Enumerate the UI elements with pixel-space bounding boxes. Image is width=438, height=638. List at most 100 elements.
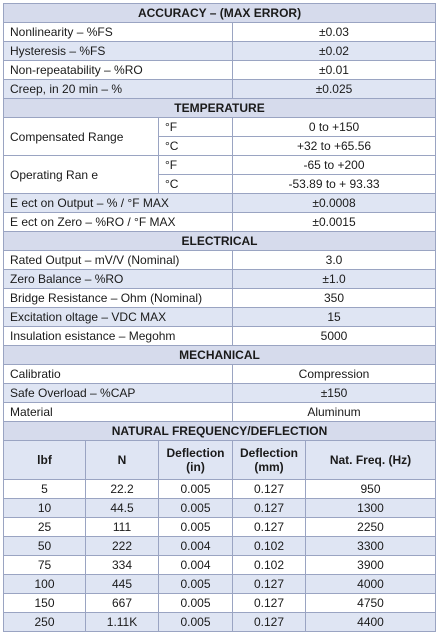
spec-row: Bridge Resistance – Ohm (Nominal) 350 bbox=[3, 288, 437, 308]
table-row: 150 667 0.005 0.127 4750 bbox=[3, 593, 437, 613]
cell-n: 667 bbox=[85, 593, 159, 613]
spec-row: Nonlinearity – %FS ±0.03 bbox=[3, 22, 437, 42]
column-header-nat-freq: Nat. Freq. (Hz) bbox=[304, 440, 437, 480]
cell-lbf: 50 bbox=[3, 536, 86, 556]
mechanical-header-row: MECHANICAL bbox=[2, 345, 437, 365]
cell-deflection-mm: 0.127 bbox=[232, 593, 306, 613]
compensated-value-f: 0 to +150 bbox=[231, 117, 437, 137]
spec-row: Excitation oltage – VDC MAX 15 bbox=[3, 307, 437, 327]
operating-value-c: -53.89 to + 93.33 bbox=[231, 174, 437, 194]
frequency-column-headers: lbf N Deflection (in) Deflection (mm) Na… bbox=[3, 440, 437, 480]
spec-value: Compression bbox=[231, 364, 437, 384]
accuracy-title: ACCURACY – (MAX ERROR) bbox=[2, 3, 437, 23]
spec-value: ±0.0015 bbox=[231, 212, 437, 232]
cell-n: 1.11K bbox=[85, 612, 159, 632]
spec-row: Insulation esistance – Megohm 5000 bbox=[3, 326, 437, 346]
spec-row: Material Aluminum bbox=[3, 402, 437, 422]
cell-lbf: 100 bbox=[3, 574, 86, 594]
unit-celsius: °C bbox=[158, 136, 233, 156]
temp-row: °C +32 to +65.56 bbox=[4, 136, 437, 156]
spec-label: Non-repeatability – %RO bbox=[3, 60, 233, 80]
unit-fahrenheit: °F bbox=[158, 117, 233, 137]
cell-n: 44.5 bbox=[85, 498, 159, 518]
spec-row: Creep, in 20 min – % ±0.025 bbox=[3, 79, 437, 99]
column-header-deflection-in: Deflection (in) bbox=[158, 440, 233, 480]
spec-value: ±0.02 bbox=[231, 41, 437, 61]
spec-label: Safe Overload – %CAP bbox=[3, 383, 233, 403]
spec-value: 5000 bbox=[231, 326, 437, 346]
spec-value: 350 bbox=[231, 288, 437, 308]
electrical-title: ELECTRICAL bbox=[2, 231, 437, 251]
cell-deflection-in: 0.005 bbox=[158, 593, 233, 613]
cell-nat-freq: 950 bbox=[304, 479, 437, 499]
compensated-value-c: +32 to +65.56 bbox=[231, 136, 437, 156]
cell-deflection-in: 0.004 bbox=[158, 555, 233, 575]
spec-row: Safe Overload – %CAP ±150 bbox=[3, 383, 437, 403]
cell-nat-freq: 4000 bbox=[304, 574, 437, 594]
unit-celsius: °C bbox=[158, 174, 233, 194]
unit-fahrenheit: °F bbox=[158, 155, 233, 175]
cell-deflection-mm: 0.127 bbox=[232, 612, 306, 632]
spec-table: ACCURACY – (MAX ERROR) Nonlinearity – %F… bbox=[2, 3, 437, 632]
temperature-header-row: TEMPERATURE bbox=[2, 98, 437, 118]
table-row: 75 334 0.004 0.102 3900 bbox=[3, 555, 437, 575]
cell-lbf: 250 bbox=[3, 612, 86, 632]
cell-deflection-in: 0.004 bbox=[158, 536, 233, 556]
spec-row: E ect on Output – % / °F MAX ±0.0008 bbox=[3, 193, 437, 213]
cell-deflection-in: 0.005 bbox=[158, 612, 233, 632]
cell-n: 222 bbox=[85, 536, 159, 556]
operating-value-f: -65 to +200 bbox=[231, 155, 437, 175]
cell-deflection-mm: 0.102 bbox=[232, 555, 306, 575]
cell-deflection-in: 0.005 bbox=[158, 517, 233, 537]
spec-row: Calibratio Compression bbox=[3, 364, 437, 384]
temp-row: °C -53.89 to + 93.33 bbox=[4, 174, 437, 194]
spec-label: Bridge Resistance – Ohm (Nominal) bbox=[3, 288, 233, 308]
spec-value: 3.0 bbox=[231, 250, 437, 270]
spec-label: Creep, in 20 min – % bbox=[3, 79, 233, 99]
spec-value: ±150 bbox=[231, 383, 437, 403]
column-header-n: N bbox=[85, 440, 159, 480]
cell-lbf: 75 bbox=[3, 555, 86, 575]
cell-n: 111 bbox=[85, 517, 159, 537]
table-row: 10 44.5 0.005 0.127 1300 bbox=[3, 498, 437, 518]
cell-deflection-mm: 0.127 bbox=[232, 498, 306, 518]
frequency-title: NATURAL FREQUENCY/DEFLECTION bbox=[2, 421, 437, 441]
cell-deflection-mm: 0.127 bbox=[232, 517, 306, 537]
cell-nat-freq: 1300 bbox=[304, 498, 437, 518]
spec-label: Rated Output – mV/V (Nominal) bbox=[3, 250, 233, 270]
mechanical-title: MECHANICAL bbox=[2, 345, 437, 365]
cell-n: 22.2 bbox=[85, 479, 159, 499]
table-row: 5 22.2 0.005 0.127 950 bbox=[3, 479, 437, 499]
table-row: 250 1.11K 0.005 0.127 4400 bbox=[3, 612, 437, 632]
spec-label: Material bbox=[3, 402, 233, 422]
spec-label: E ect on Output – % / °F MAX bbox=[3, 193, 233, 213]
cell-lbf: 10 bbox=[3, 498, 86, 518]
table-row: 25 111 0.005 0.127 2250 bbox=[3, 517, 437, 537]
spec-value: ±0.03 bbox=[231, 22, 437, 42]
cell-deflection-mm: 0.127 bbox=[232, 479, 306, 499]
table-row: 100 445 0.005 0.127 4000 bbox=[3, 574, 437, 594]
cell-n: 445 bbox=[85, 574, 159, 594]
spec-label: Nonlinearity – %FS bbox=[3, 22, 233, 42]
accuracy-header-row: ACCURACY – (MAX ERROR) bbox=[2, 3, 437, 23]
temperature-title: TEMPERATURE bbox=[2, 98, 437, 118]
cell-lbf: 150 bbox=[3, 593, 86, 613]
spec-row: Rated Output – mV/V (Nominal) 3.0 bbox=[3, 250, 437, 270]
cell-deflection-in: 0.005 bbox=[158, 498, 233, 518]
spec-value: ±0.01 bbox=[231, 60, 437, 80]
temp-row: Operating Ran e °F -65 to +200 bbox=[3, 155, 437, 194]
spec-row: Zero Balance – %RO ±1.0 bbox=[3, 269, 437, 289]
cell-nat-freq: 4750 bbox=[304, 593, 437, 613]
cell-deflection-in: 0.005 bbox=[158, 479, 233, 499]
cell-nat-freq: 3300 bbox=[304, 536, 437, 556]
cell-deflection-mm: 0.102 bbox=[232, 536, 306, 556]
spec-label: Insulation esistance – Megohm bbox=[3, 326, 233, 346]
cell-nat-freq: 4400 bbox=[304, 612, 437, 632]
spec-value: ±1.0 bbox=[231, 269, 437, 289]
column-header-deflection-mm: Deflection (mm) bbox=[232, 440, 306, 480]
electrical-header-row: ELECTRICAL bbox=[2, 231, 437, 251]
spec-label: Zero Balance – %RO bbox=[3, 269, 233, 289]
cell-lbf: 5 bbox=[3, 479, 86, 499]
column-header-lbf: lbf bbox=[3, 440, 86, 480]
spec-label: Excitation oltage – VDC MAX bbox=[3, 307, 233, 327]
